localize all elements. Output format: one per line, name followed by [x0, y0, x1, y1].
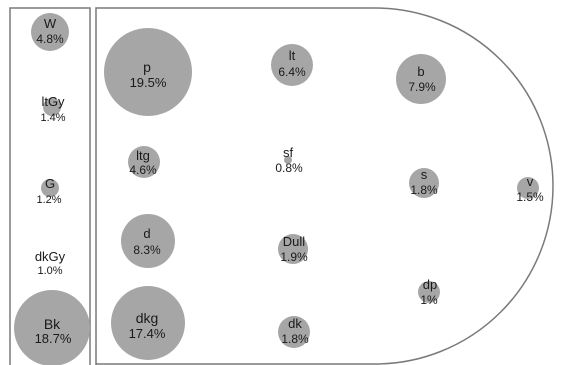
code-lt: lt: [289, 48, 296, 63]
percent-dkg: 17.4%: [129, 326, 166, 341]
bubble-b: [396, 54, 446, 104]
percent-Bk: 18.7%: [35, 331, 72, 346]
bubble-p: [104, 28, 192, 116]
tone-item-b: b 7.9%: [396, 54, 446, 104]
code-s: s: [421, 167, 428, 182]
bubble-dkg: [111, 286, 185, 360]
bubble-v: [517, 177, 539, 199]
bubble-lt: [271, 44, 313, 86]
bubble-sf: [284, 156, 292, 164]
percent-W: 4.8%: [36, 32, 64, 46]
tone-item-d: d 8.3%: [121, 214, 175, 268]
left-panel-frame: [9, 7, 91, 365]
tone-item-W: W 4.8%: [31, 13, 69, 51]
percent-s: 1.8%: [410, 183, 438, 197]
code-Bk: Bk: [44, 316, 61, 332]
bubble-ltGy: [43, 98, 61, 116]
code-ltGy: ltGy: [41, 94, 65, 109]
code-dkGy: dkGy: [35, 249, 66, 264]
percent-dk: 1.8%: [281, 332, 309, 346]
bubble-W: [31, 13, 69, 51]
percent-d: 8.3%: [133, 243, 161, 257]
percent-lt: 6.4%: [278, 65, 306, 79]
bubble-dp: [418, 281, 440, 303]
percent-dp: 1%: [420, 293, 438, 307]
code-G: G: [45, 176, 55, 191]
tone-item-Dull: Dull 1.9%: [278, 234, 308, 264]
percent-dkGy: 1.0%: [37, 265, 62, 277]
bubble-d: [121, 214, 175, 268]
tone-item-s: s 1.8%: [409, 167, 439, 198]
code-Dull: Dull: [283, 234, 306, 249]
code-d: d: [143, 226, 150, 241]
bubble-G: [41, 179, 59, 197]
code-sf: sf: [283, 145, 294, 160]
tone-item-G: G 1.2%: [36, 176, 61, 206]
tone-item-lt: lt 6.4%: [271, 44, 313, 86]
percent-v: 1.5%: [516, 190, 544, 204]
bubble-Dull: [278, 234, 308, 264]
code-dp: dp: [423, 277, 437, 292]
tone-item-ltg: ltg 4.6%: [128, 146, 160, 178]
code-ltg: ltg: [136, 148, 150, 163]
code-v: v: [527, 174, 534, 189]
right-panel-frame: [95, 7, 554, 365]
percent-p: 19.5%: [130, 75, 167, 90]
tone-item-dk: dk 1.8%: [278, 316, 310, 348]
percent-G: 1.2%: [36, 194, 61, 206]
percent-Dull: 1.9%: [280, 250, 308, 264]
bubble-Bk: [14, 290, 90, 365]
tone-item-ltGy: ltGy 1.4%: [40, 94, 65, 124]
tone-item-dkg: dkg 17.4%: [111, 286, 185, 360]
tone-item-sf: sf 0.8%: [275, 145, 303, 175]
percent-ltGy: 1.4%: [40, 112, 65, 124]
bubble-s: [409, 168, 439, 198]
tone-item-v: v 1.5%: [516, 174, 544, 204]
bubble-dk: [278, 316, 310, 348]
code-b: b: [417, 64, 424, 79]
percent-ltg: 4.6%: [129, 163, 157, 177]
bubble-ltg: [128, 146, 160, 178]
tone-item-p: p 19.5%: [104, 28, 192, 116]
tone-item-Bk: Bk 18.7%: [14, 290, 90, 365]
code-dkg: dkg: [136, 310, 159, 326]
code-dk: dk: [288, 316, 302, 331]
tone-item-dkGy: dkGy 1.0%: [35, 249, 66, 277]
tone-item-dp: dp 1%: [418, 277, 440, 307]
percent-sf: 0.8%: [275, 161, 303, 175]
percent-b: 7.9%: [408, 80, 436, 94]
code-W: W: [44, 16, 57, 31]
code-p: p: [143, 59, 151, 75]
